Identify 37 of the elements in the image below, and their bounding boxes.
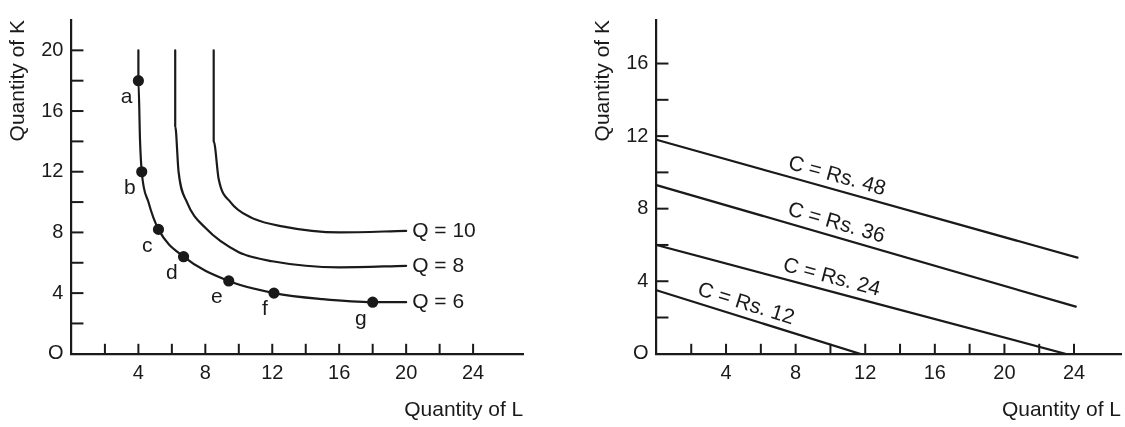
y-tick-label: 8 [637, 196, 649, 219]
y-tick-label: O [47, 341, 64, 364]
x-tick-label: 16 [923, 361, 946, 384]
x-tick-label: 24 [1062, 361, 1086, 384]
annotation: c [141, 232, 153, 256]
y-tick-label: 12 [626, 123, 649, 146]
y-tick-label: 12 [41, 159, 64, 182]
x-tick-label: 20 [395, 361, 418, 384]
x-tick-label: 4 [132, 361, 144, 384]
y-axis-title: Quantity of K [5, 20, 29, 142]
annotation: a [120, 83, 133, 107]
series-label: Q = 10 [412, 217, 476, 241]
x-axis-title: Quantity of L [404, 397, 524, 421]
annotation: b [124, 175, 136, 199]
annotation: e [211, 284, 223, 308]
y-tick-label: 8 [52, 219, 64, 242]
annotation: g [354, 305, 367, 329]
x-tick-label: 4 [720, 361, 732, 384]
x-tick-label: 16 [328, 361, 351, 384]
x-tick-label: 12 [261, 361, 284, 384]
y-tick-label: 16 [626, 51, 649, 74]
x-tick-label: 12 [854, 361, 877, 384]
series-label: Q = 6 [412, 289, 465, 313]
y-tick-label: 4 [637, 268, 649, 291]
y-tick-label: 4 [52, 280, 64, 303]
annotation: f [262, 296, 269, 320]
y-tick-label: 16 [41, 98, 64, 121]
y-tick-label: O [632, 341, 649, 364]
annotation: d [165, 259, 178, 283]
y-axis-title: Quantity of K [590, 20, 614, 142]
x-tick-label: 24 [461, 361, 485, 384]
y-tick-label: 20 [41, 37, 64, 60]
x-tick-label: 20 [993, 361, 1016, 384]
x-tick-label: 8 [199, 361, 211, 384]
x-axis-title: Quantity of L [1001, 397, 1121, 421]
x-tick-label: 8 [790, 361, 802, 384]
series-label: Q = 8 [412, 252, 465, 276]
